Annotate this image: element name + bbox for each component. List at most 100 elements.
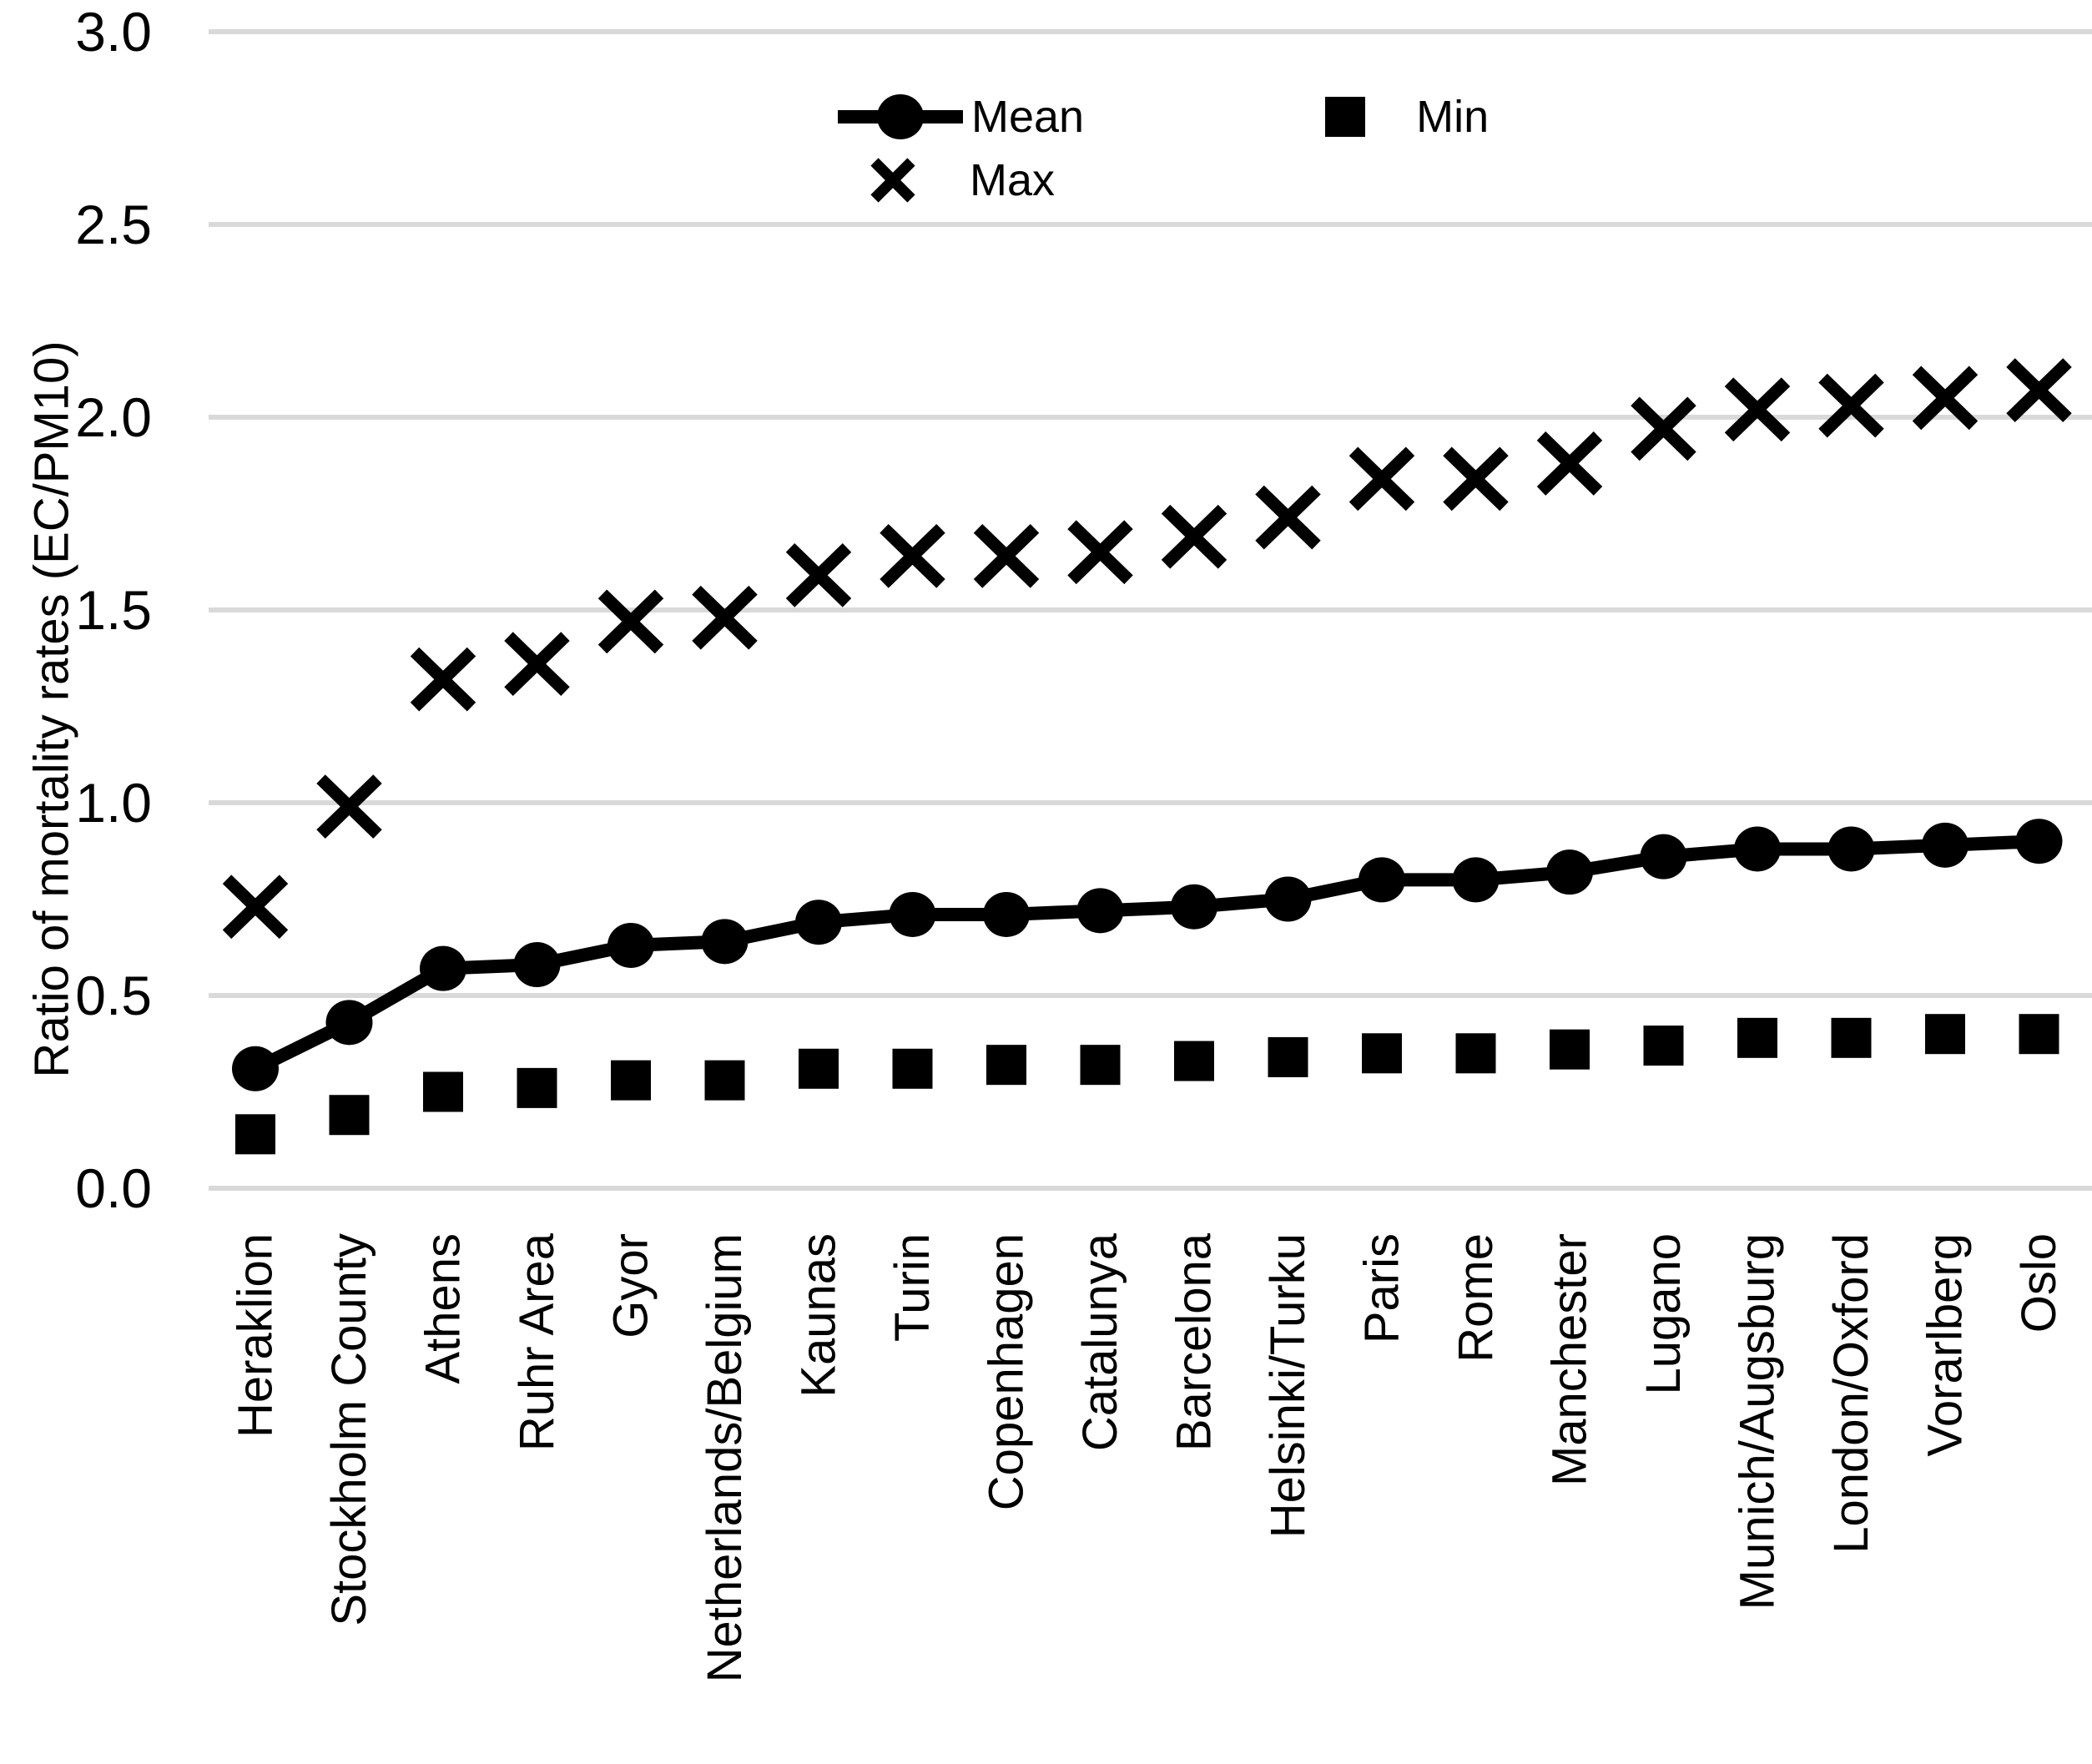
legend-label-min: Min [1416, 92, 1490, 142]
y-tick-label: 1.0 [75, 772, 152, 834]
category-label: Rome [1449, 1233, 1503, 1363]
y-tick-label: 0.5 [75, 965, 152, 1026]
category-label: Athens [416, 1233, 471, 1384]
marker-circle-mean [1359, 857, 1405, 903]
min-square-icon [1325, 97, 1366, 137]
category-label: Munich/Augsburg [1731, 1233, 1785, 1610]
marker-x-max [2006, 358, 2072, 423]
marker-x-max [1724, 377, 1791, 442]
category-label: Paris [1355, 1233, 1409, 1343]
marker-square-min [799, 1048, 839, 1089]
y-tick-label: 2.0 [75, 386, 152, 448]
marker-x-max [410, 647, 476, 712]
category-label: Ruhr Area [510, 1232, 564, 1451]
marker-circle-mean [1546, 849, 1593, 895]
marker-square-min [329, 1095, 370, 1136]
y-tick-label: 3.0 [75, 1, 152, 63]
max-x-icon [870, 158, 915, 203]
marker-x-max [1536, 431, 1603, 496]
marker-square-min [986, 1045, 1026, 1086]
marker-x-max [222, 874, 289, 940]
marker-x-max [692, 585, 758, 650]
category-label: Stockholm County [322, 1233, 376, 1626]
marker-circle-mean [1922, 822, 1968, 868]
category-label: Kaunas [792, 1233, 846, 1398]
marker-x-max [504, 632, 570, 697]
marker-circle-mean [1640, 834, 1687, 879]
y-tick-label: 2.5 [75, 194, 152, 255]
marker-circle-mean [1076, 888, 1124, 934]
marker-circle-mean [795, 900, 842, 945]
marker-square-min [1362, 1033, 1402, 1074]
marker-square-min [1737, 1017, 1777, 1058]
legend-label-mean: Mean [971, 92, 1085, 142]
marker-x-max [1631, 396, 1696, 461]
marker-x-max [1067, 520, 1133, 585]
marker-x-max [1348, 446, 1415, 512]
marker-square-min [2019, 1014, 2059, 1055]
category-label: Vorarlberg [1918, 1233, 1973, 1457]
marker-square-min [704, 1060, 745, 1101]
marker-square-min [1925, 1014, 1965, 1055]
marker-circle-mean [2015, 819, 2063, 864]
marker-circle-mean [983, 891, 1030, 937]
category-label: Catalunya [1073, 1232, 1127, 1451]
legend-row-1: Mean Min [838, 93, 1489, 140]
marker-x-max [1255, 485, 1321, 550]
marker-circle-mean [607, 922, 654, 968]
marker-circle-mean [1171, 884, 1217, 930]
marker-x-max [880, 523, 945, 588]
category-label: London/Oxford [1824, 1233, 1878, 1554]
category-label: Copenhagen [980, 1233, 1034, 1510]
marker-square-min [517, 1067, 557, 1108]
marker-x-max [1818, 373, 1884, 438]
marker-x-max [973, 523, 1040, 588]
mean-line-circle-icon [838, 94, 963, 139]
marker-x-max [1443, 446, 1509, 512]
marker-square-min [1643, 1026, 1684, 1066]
marker-x-max [1912, 365, 1979, 431]
category-label: Helsinki/Turku [1261, 1233, 1315, 1538]
marker-square-min [423, 1071, 463, 1112]
legend-label-max: Max [970, 155, 1056, 205]
marker-circle-mean [1264, 876, 1312, 922]
marker-square-min [235, 1114, 275, 1155]
category-label: Gyor [604, 1233, 658, 1338]
category-label: Turin [885, 1233, 940, 1342]
marker-circle-mean [420, 945, 466, 991]
category-label: Heraklion [229, 1233, 283, 1438]
category-label: Netherlands/Belgium [698, 1233, 752, 1682]
marker-circle-mean [1734, 826, 1781, 872]
marker-x-max [785, 543, 852, 607]
marker-circle-mean [513, 942, 561, 988]
marker-square-min [1268, 1036, 1308, 1077]
marker-square-min [1455, 1033, 1496, 1074]
marker-x-max [1161, 504, 1227, 569]
legend-item-min: Min [1324, 93, 1489, 140]
marker-circle-mean [1827, 826, 1875, 872]
legend-row-2: Max [868, 157, 1055, 204]
legend-item-max: Max [868, 157, 1055, 204]
marker-circle-mean [325, 1000, 373, 1046]
marker-square-min [1174, 1041, 1214, 1081]
marker-x-max [316, 774, 382, 839]
marker-square-min [892, 1048, 933, 1089]
category-label: Manchester [1543, 1233, 1597, 1486]
legend-item-mean: Mean [838, 93, 1084, 140]
marker-circle-mean [701, 919, 749, 965]
category-label: Oslo [2012, 1233, 2066, 1333]
category-label: Barcelona [1167, 1232, 1222, 1451]
marker-x-max [597, 589, 664, 654]
marker-square-min [1550, 1029, 1590, 1070]
marker-circle-mean [1452, 857, 1500, 903]
marker-circle-mean [889, 891, 936, 937]
marker-square-min [1080, 1045, 1121, 1086]
marker-square-min [1831, 1017, 1872, 1058]
marker-square-min [611, 1060, 651, 1101]
y-tick-label: 0.0 [75, 1157, 152, 1219]
y-tick-label: 1.5 [75, 579, 152, 641]
category-label: Lugano [1636, 1233, 1691, 1395]
y-axis-title: Ratio of mortality rates (EC/PM10) [25, 340, 79, 1077]
